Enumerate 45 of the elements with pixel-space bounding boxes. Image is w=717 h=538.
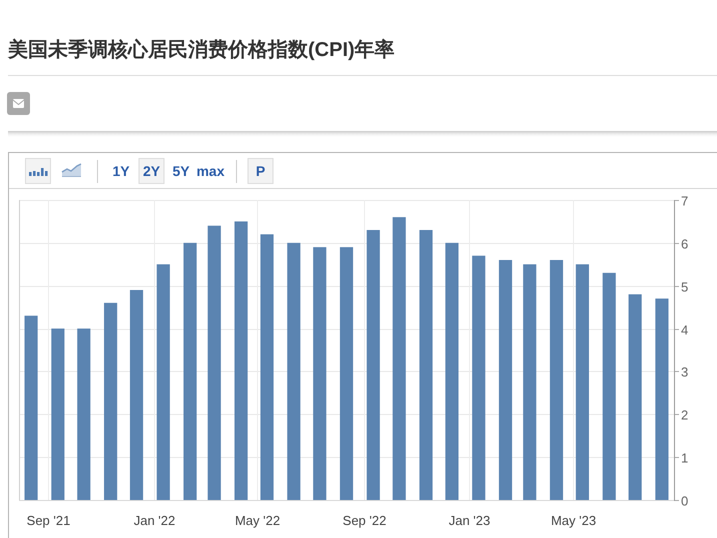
text: 2Y bbox=[142, 163, 161, 179]
text: 5Y bbox=[172, 163, 190, 179]
bar bbox=[523, 264, 536, 500]
text: max bbox=[196, 163, 225, 179]
bar bbox=[104, 302, 118, 500]
x-tick-label: Sep '22 bbox=[342, 513, 386, 528]
bar bbox=[445, 242, 458, 500]
y-tick-label: 7 bbox=[681, 194, 688, 208]
bar bbox=[156, 264, 170, 500]
bar bbox=[130, 290, 144, 500]
y-tick-label: 1 bbox=[681, 450, 688, 466]
bar bbox=[576, 264, 589, 500]
bar bbox=[550, 260, 564, 500]
text: P bbox=[256, 163, 266, 179]
bar bbox=[313, 247, 326, 500]
y-tick-label: 5 bbox=[681, 280, 688, 294]
bar bbox=[260, 234, 274, 500]
bar bbox=[628, 294, 642, 500]
bar bbox=[655, 298, 668, 500]
bar bbox=[51, 328, 64, 500]
bar bbox=[24, 316, 38, 500]
bar bbox=[498, 260, 512, 500]
bar bbox=[366, 230, 380, 500]
bar bbox=[234, 221, 248, 500]
bar bbox=[419, 230, 433, 500]
bar bbox=[472, 256, 486, 500]
bar bbox=[602, 272, 616, 500]
y-tick-label: 0 bbox=[681, 494, 688, 508]
y-tick-label: 2 bbox=[681, 408, 688, 422]
x-tick-label: Jan '23 bbox=[448, 513, 490, 528]
bar bbox=[184, 242, 197, 500]
bar bbox=[208, 226, 221, 500]
y-tick-label: 4 bbox=[681, 322, 688, 338]
y-tick-label: 6 bbox=[681, 236, 688, 252]
bar bbox=[340, 247, 354, 500]
bar bbox=[392, 217, 406, 500]
bar bbox=[287, 242, 300, 500]
x-tick-label: May '22 bbox=[234, 513, 280, 528]
x-tick-label: Jan '22 bbox=[134, 513, 176, 528]
y-tick-label: 3 bbox=[681, 364, 688, 380]
x-tick-label: Sep '21 bbox=[26, 513, 70, 528]
bar bbox=[77, 328, 90, 500]
chart-title: 美国未季调核心居民消费价格指数(CPI)年率 bbox=[7, 38, 395, 61]
x-tick-label: May '23 bbox=[550, 513, 596, 528]
text: 1Y bbox=[112, 163, 130, 179]
